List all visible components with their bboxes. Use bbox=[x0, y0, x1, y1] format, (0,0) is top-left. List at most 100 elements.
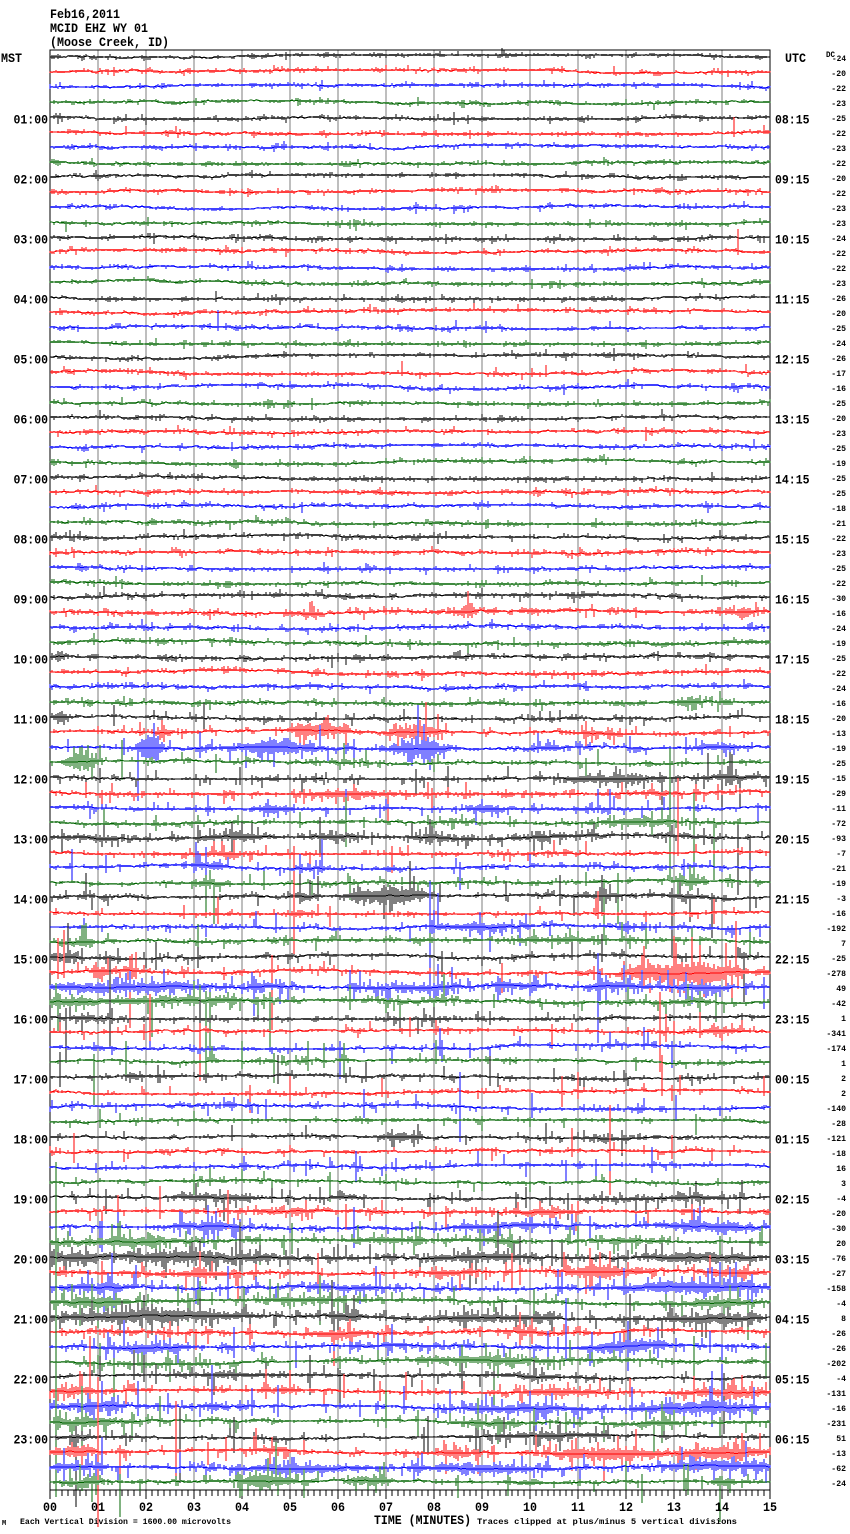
svg-text:-22: -22 bbox=[831, 669, 846, 679]
svg-text:-25: -25 bbox=[831, 954, 846, 964]
svg-text:-4: -4 bbox=[836, 1299, 846, 1309]
svg-text:-25: -25 bbox=[831, 114, 846, 124]
svg-text:01:00: 01:00 bbox=[14, 112, 49, 127]
svg-text:16:00: 16:00 bbox=[14, 1012, 49, 1027]
svg-text:14: 14 bbox=[715, 1500, 729, 1515]
svg-text:-278: -278 bbox=[826, 969, 846, 979]
svg-text:-22: -22 bbox=[831, 159, 846, 169]
svg-text:19:15: 19:15 bbox=[775, 772, 810, 787]
svg-text:M: M bbox=[2, 1520, 6, 1528]
svg-text:-23: -23 bbox=[831, 204, 846, 214]
svg-text:-25: -25 bbox=[831, 474, 846, 484]
svg-text:03:00: 03:00 bbox=[14, 232, 49, 247]
svg-text:17:00: 17:00 bbox=[14, 1072, 49, 1087]
svg-text:-15: -15 bbox=[831, 774, 846, 784]
svg-text:-16: -16 bbox=[831, 609, 846, 619]
svg-text:06:15: 06:15 bbox=[775, 1432, 810, 1447]
svg-text:03: 03 bbox=[187, 1500, 201, 1515]
svg-text:16:15: 16:15 bbox=[775, 592, 810, 607]
svg-text:01:15: 01:15 bbox=[775, 1132, 810, 1147]
svg-text:-24: -24 bbox=[831, 684, 846, 694]
svg-text:-13: -13 bbox=[831, 1449, 846, 1459]
svg-text:-231: -231 bbox=[826, 1419, 846, 1429]
svg-text:1: 1 bbox=[841, 1014, 846, 1024]
svg-text:-23: -23 bbox=[831, 99, 846, 109]
svg-text:-93: -93 bbox=[831, 834, 846, 844]
svg-text:02:15: 02:15 bbox=[775, 1192, 810, 1207]
svg-text:-202: -202 bbox=[826, 1359, 846, 1369]
svg-text:-72: -72 bbox=[831, 819, 846, 829]
svg-text:-22: -22 bbox=[831, 129, 846, 139]
svg-text:-22: -22 bbox=[831, 189, 846, 199]
svg-text:23:15: 23:15 bbox=[775, 1012, 810, 1027]
svg-text:-20: -20 bbox=[831, 309, 846, 319]
svg-text:-28: -28 bbox=[831, 1119, 846, 1129]
svg-text:-16: -16 bbox=[831, 384, 846, 394]
svg-text:-23: -23 bbox=[831, 279, 846, 289]
svg-text:07: 07 bbox=[379, 1500, 393, 1515]
svg-text:-30: -30 bbox=[831, 594, 846, 604]
svg-text:-27: -27 bbox=[831, 1269, 846, 1279]
svg-text:13:00: 13:00 bbox=[14, 832, 49, 847]
svg-text:-42: -42 bbox=[831, 999, 846, 1009]
svg-text:2: 2 bbox=[841, 1089, 846, 1099]
svg-text:13:15: 13:15 bbox=[775, 412, 810, 427]
svg-text:-16: -16 bbox=[831, 699, 846, 709]
svg-text:09: 09 bbox=[475, 1500, 489, 1515]
svg-text:-158: -158 bbox=[826, 1284, 846, 1294]
svg-text:-25: -25 bbox=[831, 564, 846, 574]
svg-text:-22: -22 bbox=[831, 579, 846, 589]
svg-text:-18: -18 bbox=[831, 504, 846, 514]
svg-text:MCID EHZ WY 01: MCID EHZ WY 01 bbox=[50, 21, 148, 36]
svg-text:21:15: 21:15 bbox=[775, 892, 810, 907]
svg-text:-20: -20 bbox=[831, 1209, 846, 1219]
svg-text:00:15: 00:15 bbox=[775, 1072, 810, 1087]
svg-text:Traces clipped at plus/minus 5: Traces clipped at plus/minus 5 vertical … bbox=[477, 1517, 737, 1527]
svg-text:-19: -19 bbox=[831, 459, 846, 469]
svg-text:-341: -341 bbox=[826, 1029, 846, 1039]
svg-text:07:00: 07:00 bbox=[14, 472, 49, 487]
svg-text:00: 00 bbox=[43, 1500, 57, 1515]
svg-text:19:00: 19:00 bbox=[14, 1192, 49, 1207]
svg-text:08:00: 08:00 bbox=[14, 532, 49, 547]
svg-text:1: 1 bbox=[841, 1059, 846, 1069]
svg-text:-21: -21 bbox=[831, 864, 846, 874]
svg-text:16: 16 bbox=[836, 1164, 846, 1174]
svg-text:51: 51 bbox=[836, 1434, 846, 1444]
svg-text:05:00: 05:00 bbox=[14, 352, 49, 367]
svg-text:-4: -4 bbox=[836, 1374, 846, 1384]
svg-text:-23: -23 bbox=[831, 549, 846, 559]
svg-text:15:00: 15:00 bbox=[14, 952, 49, 967]
svg-text:-25: -25 bbox=[831, 489, 846, 499]
svg-text:49: 49 bbox=[836, 984, 846, 994]
svg-text:-25: -25 bbox=[831, 399, 846, 409]
svg-text:-76: -76 bbox=[831, 1254, 846, 1264]
svg-text:15: 15 bbox=[763, 1500, 777, 1515]
svg-text:12: 12 bbox=[619, 1500, 633, 1515]
svg-text:TIME (MINUTES): TIME (MINUTES) bbox=[374, 1513, 471, 1528]
svg-text:-16: -16 bbox=[831, 1404, 846, 1414]
svg-text:2: 2 bbox=[841, 1074, 846, 1084]
svg-text:04: 04 bbox=[235, 1500, 249, 1515]
svg-text:12:15: 12:15 bbox=[775, 352, 810, 367]
svg-text:15:15: 15:15 bbox=[775, 532, 810, 547]
svg-text:-23: -23 bbox=[831, 429, 846, 439]
svg-text:-18: -18 bbox=[831, 1149, 846, 1159]
svg-text:-26: -26 bbox=[831, 294, 846, 304]
svg-text:23:00: 23:00 bbox=[14, 1432, 49, 1447]
svg-text:02: 02 bbox=[139, 1500, 153, 1515]
svg-text:-23: -23 bbox=[831, 144, 846, 154]
svg-text:DC: DC bbox=[826, 50, 835, 60]
svg-text:09:15: 09:15 bbox=[775, 172, 810, 187]
svg-text:06: 06 bbox=[331, 1500, 345, 1515]
svg-text:-24: -24 bbox=[831, 1479, 846, 1489]
svg-text:02:00: 02:00 bbox=[14, 172, 49, 187]
svg-text:-26: -26 bbox=[831, 1344, 846, 1354]
svg-text:20:15: 20:15 bbox=[775, 832, 810, 847]
svg-text:-131: -131 bbox=[826, 1389, 846, 1399]
svg-text:-11: -11 bbox=[831, 804, 846, 814]
svg-text:22:00: 22:00 bbox=[14, 1372, 49, 1387]
svg-text:-192: -192 bbox=[826, 924, 846, 934]
svg-text:-13: -13 bbox=[831, 729, 846, 739]
svg-text:05:15: 05:15 bbox=[775, 1372, 810, 1387]
